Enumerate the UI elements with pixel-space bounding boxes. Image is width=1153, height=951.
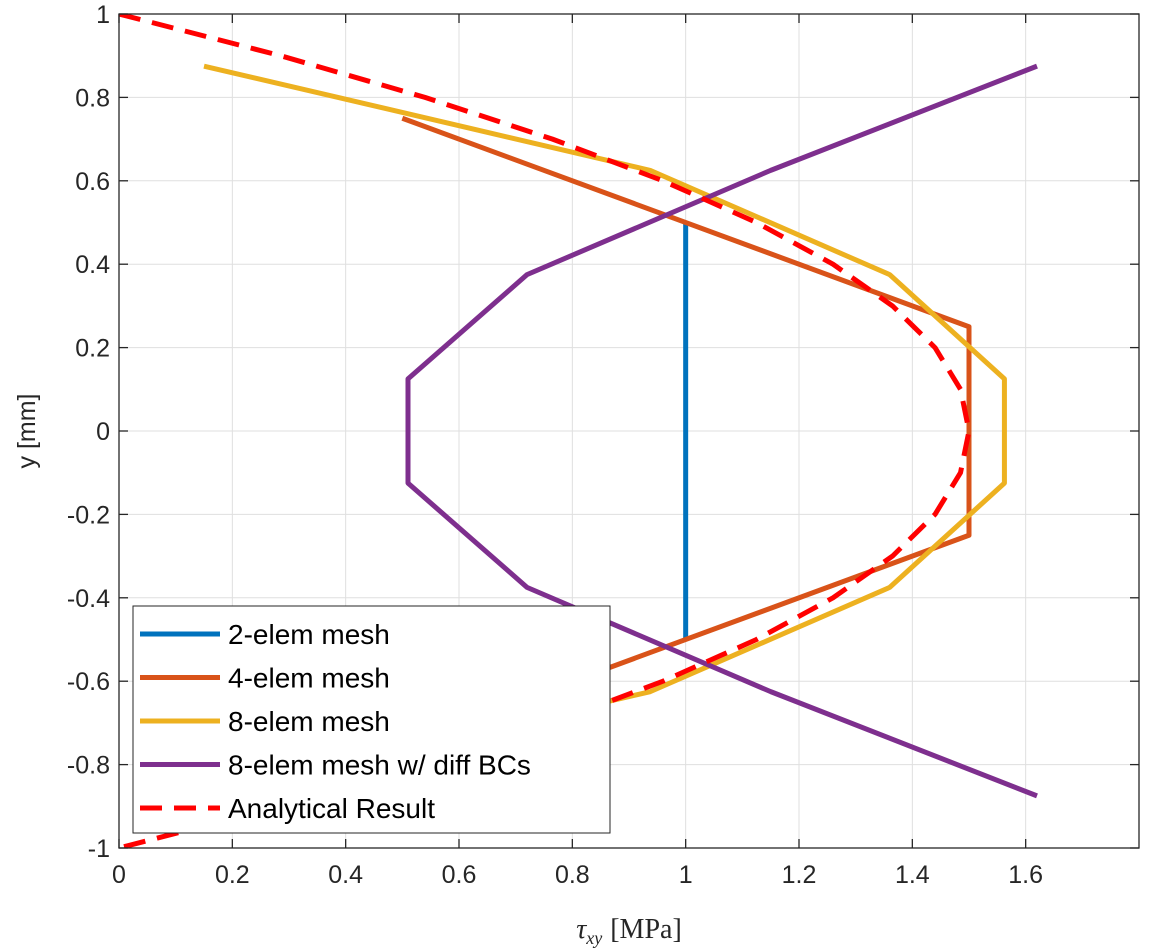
legend-label-2: 4-elem mesh <box>228 663 390 694</box>
legend-label-4: 8-elem mesh w/ diff BCs <box>228 750 531 781</box>
y-tick-label: -1 <box>88 835 110 863</box>
x-tick-label: 0.8 <box>555 861 590 889</box>
x-axis-label-unit: [MPa] <box>610 914 682 945</box>
y-tick-label: 0.8 <box>75 84 110 112</box>
legend-label-1: 2-elem mesh <box>228 619 390 650</box>
x-tick-label: 1.4 <box>895 861 930 889</box>
y-tick-label: 1 <box>96 1 110 29</box>
legend-label-5: Analytical Result <box>228 793 435 824</box>
x-tick-label: 0 <box>112 861 126 889</box>
series-line-4 <box>405 63 1038 799</box>
y-tick-label: 0.4 <box>75 251 110 279</box>
y-tick-label: -0.6 <box>67 668 110 696</box>
y-tick-label: 0.2 <box>75 335 110 363</box>
x-axis-label: τxy [MPa] <box>576 914 682 948</box>
x-tick-label: 1.6 <box>1008 861 1043 889</box>
x-axis-label-subscript: xy <box>585 928 602 948</box>
y-tick-label: -0.8 <box>67 752 110 780</box>
series-line-2 <box>401 115 972 747</box>
x-tick-label: 1.2 <box>782 861 817 889</box>
axes <box>118 13 1140 849</box>
x-tick-label: 0.2 <box>215 861 250 889</box>
legend: 2-elem mesh 4-elem mesh 8-elem mesh 8-elem … <box>132 605 611 834</box>
y-tick-label: -0.2 <box>67 501 110 529</box>
legend-label-3: 8-elem mesh <box>228 706 390 737</box>
series-line-3 <box>203 63 1007 799</box>
x-axis-label-symbol: τ <box>576 914 587 945</box>
y-tick-label: 0.6 <box>75 168 110 196</box>
tick-labels: 0 0.2 0.4 0.6 0.8 1 1.2 1.4 1.6 -1 -0.8 -0.6 -0.4 -0.… <box>67 1 1043 889</box>
y-axis-label: y [mm] <box>13 394 41 469</box>
y-tick-label: 0 <box>96 418 110 446</box>
x-tick-label: 1 <box>679 861 693 889</box>
x-tick-label: 0.4 <box>328 861 363 889</box>
x-tick-label: 0.6 <box>442 861 477 889</box>
y-tick-label: -0.4 <box>67 585 110 613</box>
